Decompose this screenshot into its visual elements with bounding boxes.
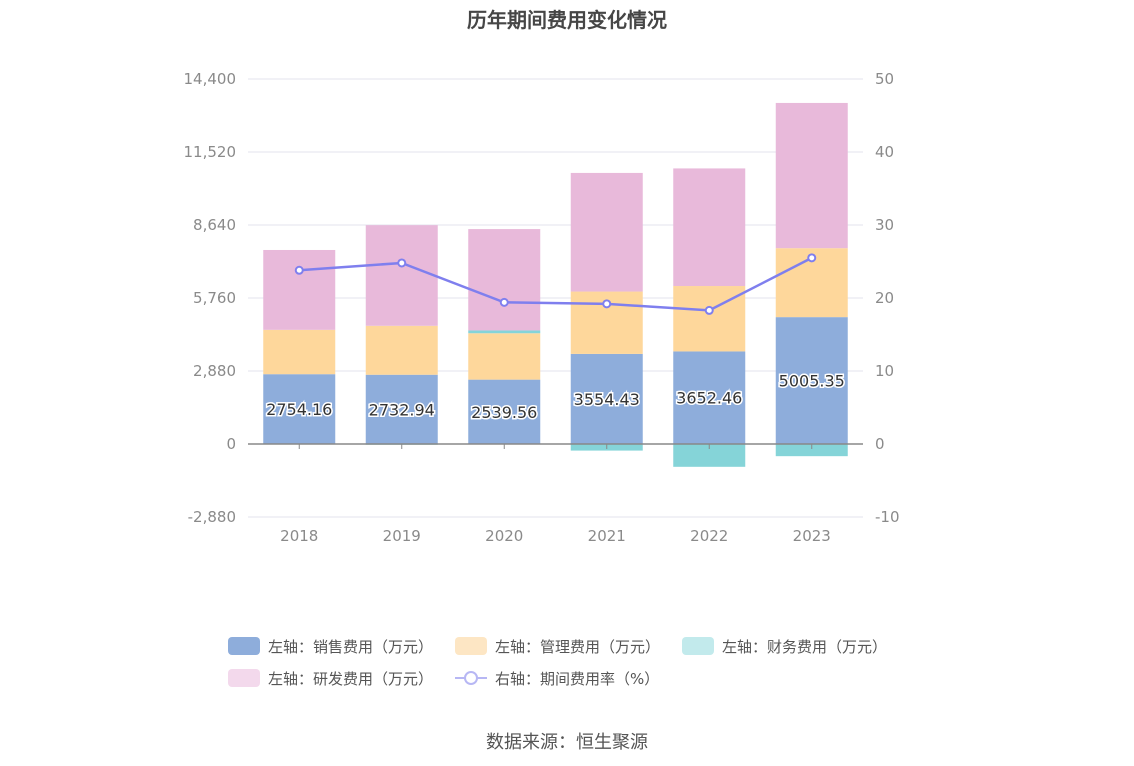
bar-rnd-2018 [263, 249, 336, 330]
legend-label-rnd: 左轴：研发费用（万元） [268, 669, 434, 688]
bar-finance-2020 [468, 330, 541, 334]
legend-item-rnd[interactable]: 左轴：研发费用（万元） [228, 668, 433, 689]
left-tick-label-0: -2,880 [188, 508, 236, 526]
legend-swatch-finance [682, 637, 715, 655]
bar-selling-2022 [673, 351, 746, 444]
legend-label-management: 左轴：管理费用（万元） [495, 637, 661, 656]
legend-swatch-rnd [228, 669, 260, 687]
rate-point-2022 [704, 305, 714, 315]
legend-item-rate[interactable]: 右轴：期间费用率（%） [455, 668, 659, 689]
left-tick-label-4: 8,640 [193, 216, 236, 234]
data-label-selling-2022: 3652.46 [676, 389, 742, 408]
left-tick-label-1: 0 [226, 435, 236, 453]
right-tick-label-2: 10 [875, 362, 894, 380]
bar-selling-2020 [468, 379, 541, 444]
x-tick-label-2018: 2018 [280, 527, 318, 545]
data-label-selling-2018: 2754.16 [266, 400, 332, 419]
data-label-selling-2021: 3554.43 [574, 390, 640, 409]
bar-rnd-2019 [365, 225, 438, 326]
data-label-selling-2023: 5005.35 [779, 372, 845, 391]
chart-title: 历年期间费用变化情况 [467, 8, 667, 32]
legend-label-rate: 右轴：期间费用率（%） [495, 669, 660, 688]
legend-item-selling[interactable]: 左轴：销售费用（万元） [228, 636, 433, 657]
x-tick-label-2021: 2021 [588, 527, 626, 545]
legend-swatch-management [455, 637, 488, 655]
right-tick-label-3: 20 [875, 289, 894, 307]
bar-rnd-2020 [468, 229, 541, 331]
right-tick-label-1: 0 [875, 435, 885, 453]
rate-point-2023 [807, 253, 817, 263]
bar-rnd-2021 [570, 172, 643, 292]
bar-selling-2023 [775, 317, 848, 444]
legend-row-2: 左轴：研发费用（万元） 右轴：期间费用率（%） [228, 662, 928, 694]
data-label-selling-2020: 2539.56 [471, 403, 537, 422]
rate-point-2019 [397, 258, 407, 268]
legend-swatch-selling [228, 637, 260, 655]
left-tick-label-3: 5,760 [193, 289, 236, 307]
rate-point-2020 [499, 297, 509, 307]
data-label-selling-2019: 2732.94 [369, 400, 435, 419]
bar-rnd-2022 [673, 168, 746, 287]
legend-item-management[interactable]: 左轴：管理费用（万元） [455, 636, 660, 657]
legend-swatch-rate [455, 669, 488, 687]
bar-management-2020 [468, 333, 541, 380]
rate-point-2018 [294, 265, 304, 275]
left-tick-label-2: 2,880 [193, 362, 236, 380]
legend-label-finance: 左轴：财务费用（万元） [722, 637, 888, 656]
bar-management-2022 [673, 286, 746, 352]
left-tick-label-6: 14,400 [184, 70, 237, 88]
bar-management-2019 [365, 325, 438, 375]
left-tick-label-5: 11,520 [184, 143, 237, 161]
bar-selling-2019 [365, 374, 438, 444]
legend-label-selling: 左轴：销售费用（万元） [268, 637, 434, 656]
bar-selling-2018 [263, 374, 336, 444]
bar-finance-2022 [673, 444, 746, 467]
x-tick-label-2020: 2020 [485, 527, 523, 545]
x-tick-label-2022: 2022 [690, 527, 728, 545]
right-tick-label-6: 50 [875, 70, 894, 88]
legend-row-1: 左轴：销售费用（万元） 左轴：管理费用（万元） 左轴：财务费用（万元） [228, 630, 928, 662]
right-tick-label-5: 40 [875, 143, 894, 161]
bar-selling-2021 [570, 353, 643, 444]
data-source: 数据来源：恒生聚源 [486, 732, 648, 753]
rate-point-2021 [602, 299, 612, 309]
right-tick-label-4: 30 [875, 216, 894, 234]
bar-finance-2023 [775, 444, 848, 457]
x-tick-label-2019: 2019 [383, 527, 421, 545]
legend-item-finance[interactable]: 左轴：财务费用（万元） [682, 636, 887, 657]
rate-line [299, 256, 813, 312]
right-tick-label-0: -10 [875, 508, 900, 526]
bar-management-2018 [263, 329, 336, 375]
chart-legend: 左轴：销售费用（万元） 左轴：管理费用（万元） 左轴：财务费用（万元） 左轴：研… [228, 630, 928, 694]
x-tick-label-2023: 2023 [793, 527, 831, 545]
bar-rnd-2023 [775, 102, 848, 249]
